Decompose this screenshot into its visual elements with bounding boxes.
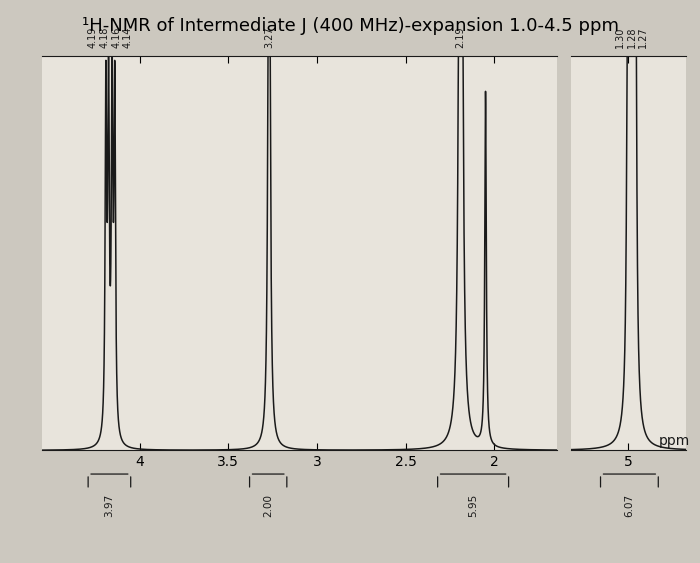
Text: 2.00: 2.00 <box>263 494 273 517</box>
Text: ppm: ppm <box>658 434 690 448</box>
Text: 4.19
4.18
4.16
4.14: 4.19 4.18 4.16 4.14 <box>88 27 133 48</box>
Text: 1.30
1.28
1.27: 1.30 1.28 1.27 <box>615 27 648 48</box>
Text: ¹H-NMR of Intermediate J (400 MHz)-expansion 1.0-4.5 ppm: ¹H-NMR of Intermediate J (400 MHz)-expan… <box>81 17 619 35</box>
Text: 2.19: 2.19 <box>456 27 466 48</box>
Text: 6.07: 6.07 <box>624 494 634 517</box>
Text: 3.27: 3.27 <box>264 27 274 48</box>
Text: 5.95: 5.95 <box>468 494 478 517</box>
Text: 3.97: 3.97 <box>104 494 114 517</box>
